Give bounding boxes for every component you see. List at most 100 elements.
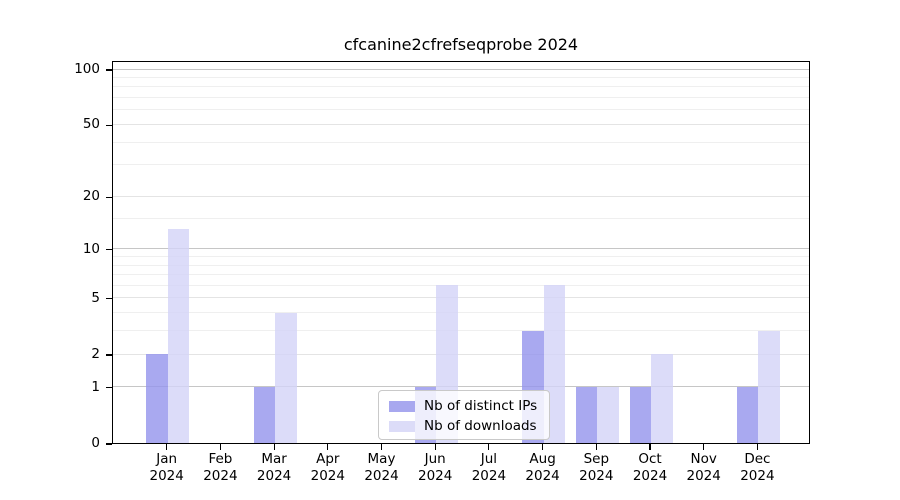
x-tickmark-dec	[756, 444, 758, 450]
x-tick-year: 2024	[256, 468, 292, 484]
legend-entry-distinct-ips: Nb of distinct IPs	[389, 396, 549, 416]
legend-entry-downloads: Nb of downloads	[389, 416, 549, 436]
x-tick-year: 2024	[418, 468, 453, 484]
x-tick-month: Apr	[316, 451, 340, 467]
x-tick-year: 2024	[149, 468, 184, 484]
x-tick-label-feb: Feb 2024	[189, 451, 251, 485]
gridline-y-6	[113, 284, 809, 286]
x-tickmark-aug	[542, 444, 544, 450]
legend: Nb of distinct IPs Nb of downloads	[378, 390, 550, 440]
gridline-y-7	[113, 274, 809, 276]
x-tick-year: 2024	[471, 468, 507, 484]
gridline-y-30	[113, 164, 809, 166]
y-tickmark-2	[106, 354, 112, 356]
y-tickmark-5	[106, 298, 112, 300]
chart-title: cfcanine2cfrefseqprobe 2024	[343, 35, 579, 54]
x-tick-month: Jul	[480, 451, 498, 467]
x-tick-label-apr: Apr 2024	[297, 451, 359, 485]
x-tick-label-oct: Oct 2024	[619, 451, 681, 485]
y-tick-label-20: 20	[82, 188, 100, 205]
x-tickmark-apr	[327, 444, 329, 450]
bar-distinct-ips-mar	[253, 386, 276, 443]
legend-swatch-distinct-ips-icon	[389, 400, 415, 412]
x-tick-label-jul: Jul 2024	[458, 451, 520, 485]
y-tick-label-10: 10	[82, 240, 100, 257]
x-tick-month: Mar	[261, 451, 287, 467]
y-tick-label-1: 1	[91, 378, 100, 395]
bar-downloads-oct	[651, 354, 673, 443]
gridline-y-40	[113, 141, 809, 143]
x-tick-month: Nov	[690, 451, 717, 467]
x-tick-label-jun: Jun 2024	[404, 451, 466, 485]
gridline-y-20	[113, 195, 809, 197]
y-tick-label-5: 5	[91, 289, 100, 306]
x-tick-month: May	[367, 451, 396, 467]
x-tick-year: 2024	[364, 468, 399, 484]
bar-distinct-ips-oct	[629, 386, 651, 443]
y-tick-label-0: 0	[91, 435, 100, 451]
legend-label-downloads: Nb of downloads	[424, 418, 537, 434]
y-tickmark-0	[106, 443, 112, 445]
y-tickmark-10	[106, 249, 112, 251]
x-tickmark-sep	[595, 444, 597, 450]
x-tickmark-jun	[434, 444, 436, 450]
gridline-y-5	[113, 297, 809, 299]
y-tickmark-50	[106, 124, 112, 127]
x-tick-month: Jun	[424, 451, 446, 467]
y-tick-label-100: 100	[74, 61, 100, 78]
gridline-y-1	[113, 386, 809, 388]
x-tick-year: 2024	[740, 468, 775, 484]
gridline-y-3	[113, 330, 809, 332]
gridline-y-50	[113, 123, 809, 125]
x-tick-year: 2024	[579, 468, 614, 484]
gridline-y-90	[113, 77, 809, 79]
x-tick-month: Aug	[529, 451, 556, 467]
gridline-y-70	[113, 97, 809, 99]
gridline-y-9	[113, 255, 809, 257]
x-tick-month: Sep	[583, 451, 610, 467]
gridline-y-2	[113, 353, 809, 355]
legend-swatch-downloads-icon	[389, 420, 415, 432]
plot-area	[112, 61, 810, 444]
bar-distinct-ips-jan	[146, 354, 168, 443]
bar-downloads-dec	[758, 330, 780, 443]
gridline-y-8	[113, 264, 809, 266]
x-tickmark-jul	[488, 444, 490, 450]
x-tickmark-jan	[166, 444, 168, 450]
y-tick-label-50: 50	[82, 116, 100, 133]
y-tick-label-2: 2	[91, 345, 100, 362]
x-tick-label-aug: Aug 2024	[512, 451, 574, 485]
y-tickmark-100	[106, 69, 112, 71]
gridline-y-4	[113, 312, 809, 314]
x-tick-year: 2024	[686, 468, 721, 484]
gridline-y-60	[113, 109, 809, 111]
x-tick-month: Jan	[156, 451, 178, 467]
bar-distinct-ips-dec	[736, 386, 759, 443]
x-tickmark-nov	[703, 444, 705, 450]
x-tickmark-feb	[219, 444, 221, 450]
gridline-y-10	[113, 248, 809, 250]
x-tick-month: Dec	[744, 451, 771, 467]
gridline-y-15	[113, 217, 809, 219]
x-tick-label-nov: Nov 2024	[673, 451, 735, 485]
y-tickmark-20	[106, 196, 112, 198]
bar-downloads-mar	[275, 312, 297, 443]
x-tick-month: Oct	[638, 451, 662, 467]
x-tick-year: 2024	[203, 468, 238, 484]
x-tickmark-may	[380, 444, 383, 450]
x-tick-year: 2024	[632, 468, 668, 484]
x-tickmark-oct	[649, 444, 651, 450]
bar-distinct-ips-sep	[575, 386, 598, 443]
bar-downloads-jan	[167, 229, 190, 443]
x-tick-year: 2024	[310, 468, 345, 484]
legend-label-distinct-ips: Nb of distinct IPs	[424, 398, 538, 414]
gridline-y-80	[113, 86, 809, 88]
x-tick-label-sep: Sep 2024	[565, 451, 627, 485]
y-tickmark-1	[106, 387, 112, 389]
x-tickmark-mar	[273, 444, 275, 450]
bar-downloads-sep	[597, 386, 619, 443]
x-tick-year: 2024	[525, 468, 560, 484]
x-tick-label-mar: Mar 2024	[243, 451, 305, 485]
x-tick-label-may: May 2024	[351, 451, 413, 485]
